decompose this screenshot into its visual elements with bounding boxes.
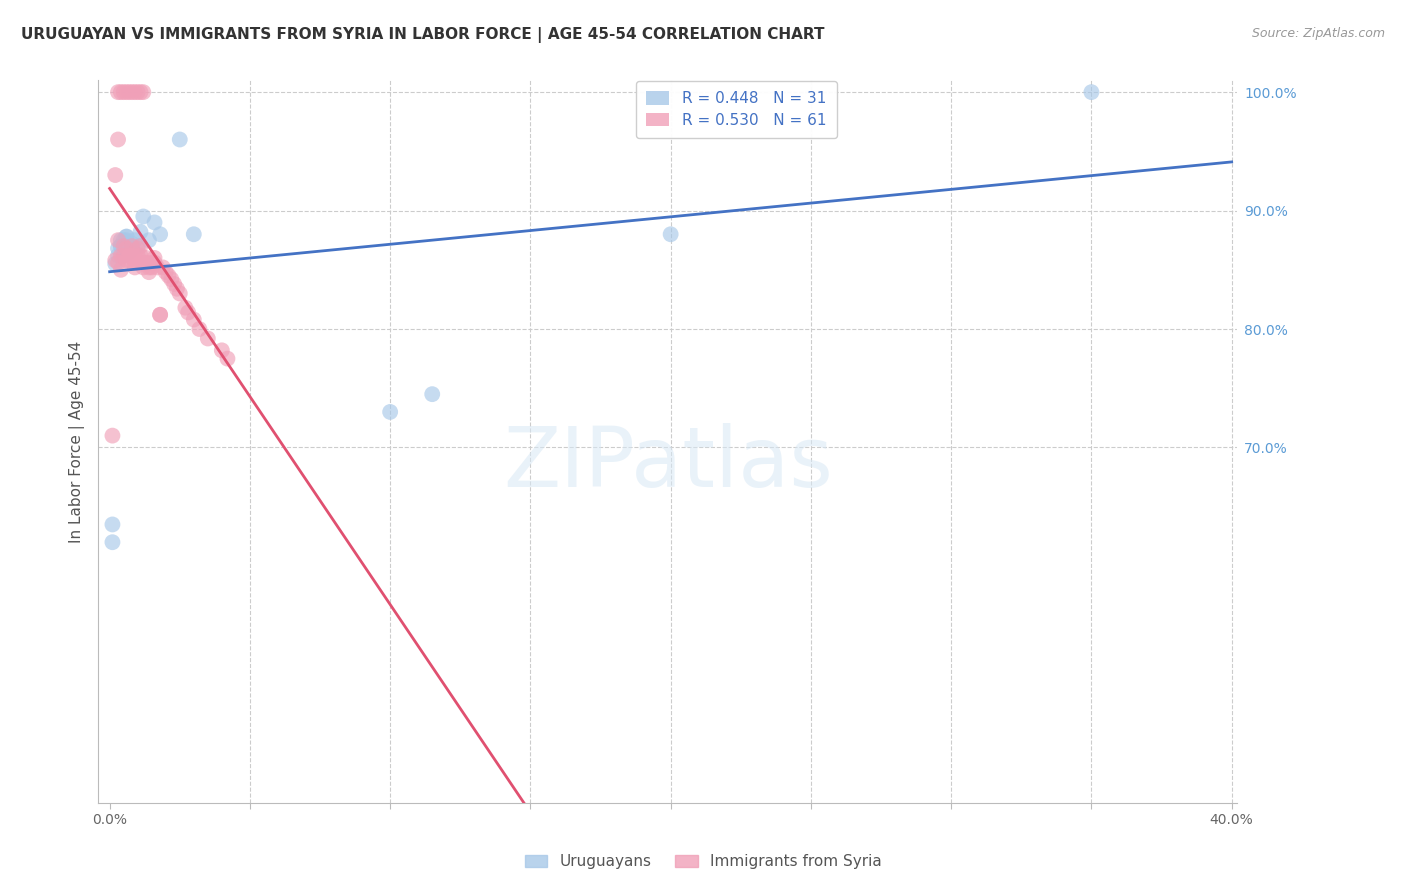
Point: [127, 239, 149, 253]
Point: [124, 85, 146, 99]
Point: [157, 268, 180, 283]
Y-axis label: In Labor Force | Age 45-54: In Labor Force | Age 45-54: [69, 341, 84, 542]
Point: [118, 245, 141, 260]
Point: [163, 277, 186, 291]
Point: [124, 260, 146, 275]
Point: [177, 305, 200, 319]
Point: [107, 255, 129, 269]
Point: [112, 233, 135, 247]
Point: [107, 249, 129, 263]
Point: [138, 265, 160, 279]
Point: [129, 225, 152, 239]
Point: [101, 535, 124, 549]
Point: [1080, 85, 1102, 99]
Point: [132, 255, 155, 269]
Point: [101, 517, 124, 532]
Point: [121, 251, 143, 265]
Point: [138, 260, 160, 275]
Point: [121, 242, 143, 256]
Point: [146, 260, 169, 275]
Point: [217, 351, 239, 366]
Point: [107, 233, 129, 247]
Point: [135, 255, 157, 269]
Point: [110, 239, 132, 253]
Point: [127, 255, 149, 269]
Point: [121, 85, 143, 99]
Point: [132, 260, 155, 275]
Point: [197, 331, 219, 345]
Point: [183, 227, 205, 242]
Point: [121, 236, 143, 251]
Point: [118, 85, 141, 99]
Point: [112, 239, 135, 253]
Point: [132, 85, 155, 99]
Text: Source: ZipAtlas.com: Source: ZipAtlas.com: [1251, 27, 1385, 40]
Point: [174, 301, 197, 315]
Point: [143, 255, 166, 269]
Point: [104, 168, 127, 182]
Point: [124, 233, 146, 247]
Point: [127, 242, 149, 256]
Text: URUGUAYAN VS IMMIGRANTS FROM SYRIA IN LABOR FORCE | AGE 45-54 CORRELATION CHART: URUGUAYAN VS IMMIGRANTS FROM SYRIA IN LA…: [21, 27, 824, 43]
Point: [112, 239, 135, 253]
Point: [121, 239, 143, 253]
Point: [110, 239, 132, 253]
Point: [115, 85, 138, 99]
Point: [118, 249, 141, 263]
Point: [104, 257, 127, 271]
Point: [141, 260, 163, 275]
Point: [110, 262, 132, 277]
Point: [107, 242, 129, 256]
Legend: R = 0.448   N = 31, R = 0.530   N = 61: R = 0.448 N = 31, R = 0.530 N = 61: [636, 80, 837, 138]
Point: [378, 405, 401, 419]
Point: [101, 428, 124, 442]
Point: [115, 242, 138, 256]
Point: [110, 249, 132, 263]
Text: ZIPatlas: ZIPatlas: [503, 423, 832, 504]
Point: [129, 239, 152, 253]
Point: [149, 308, 172, 322]
Point: [115, 233, 138, 247]
Point: [115, 253, 138, 268]
Point: [188, 322, 211, 336]
Point: [110, 85, 132, 99]
Point: [132, 210, 155, 224]
Point: [118, 239, 141, 253]
Point: [138, 233, 160, 247]
Point: [659, 227, 682, 242]
Point: [127, 85, 149, 99]
Point: [143, 251, 166, 265]
Point: [118, 253, 141, 268]
Point: [211, 343, 233, 358]
Point: [112, 85, 135, 99]
Point: [115, 229, 138, 244]
Point: [155, 265, 177, 279]
Point: [129, 85, 152, 99]
Point: [107, 132, 129, 146]
Point: [121, 249, 143, 263]
Point: [420, 387, 443, 401]
Point: [152, 260, 174, 275]
Point: [160, 272, 183, 286]
Point: [112, 249, 135, 263]
Point: [149, 308, 172, 322]
Point: [183, 312, 205, 326]
Point: [169, 132, 191, 146]
Point: [112, 249, 135, 263]
Point: [110, 233, 132, 247]
Point: [169, 286, 191, 301]
Point: [135, 251, 157, 265]
Point: [143, 215, 166, 229]
Point: [107, 85, 129, 99]
Point: [141, 255, 163, 269]
Point: [127, 249, 149, 263]
Point: [129, 249, 152, 263]
Point: [104, 253, 127, 268]
Point: [166, 282, 188, 296]
Point: [115, 229, 138, 244]
Point: [149, 227, 172, 242]
Point: [124, 255, 146, 269]
Legend: Uruguayans, Immigrants from Syria: Uruguayans, Immigrants from Syria: [519, 848, 887, 875]
